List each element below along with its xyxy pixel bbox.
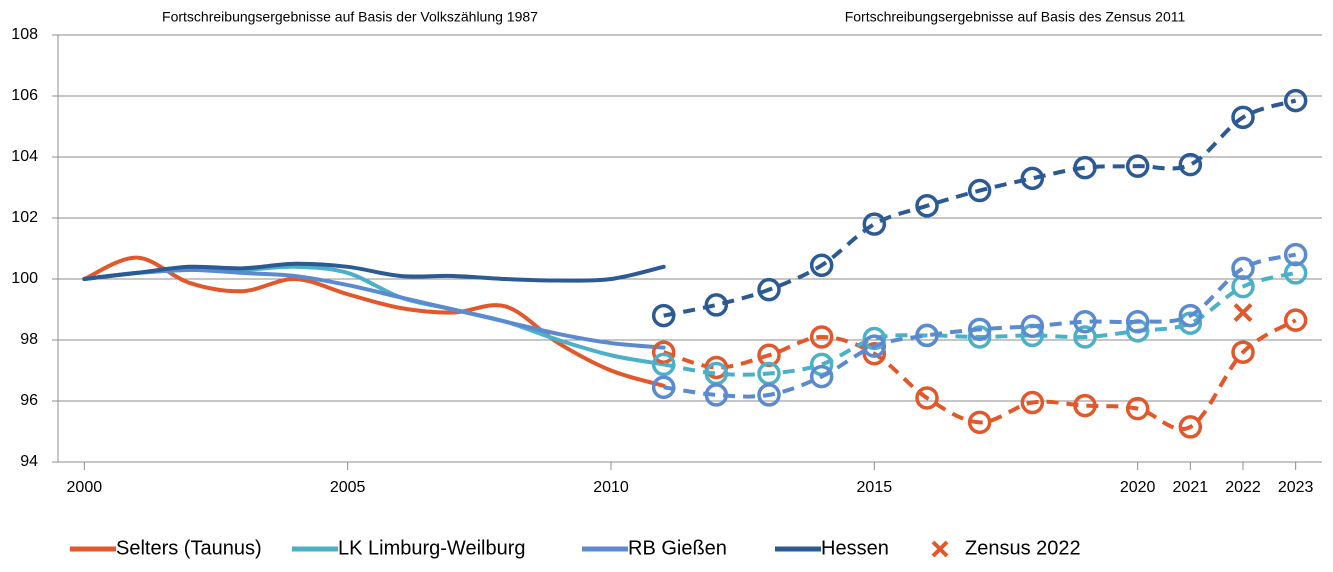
marker	[1283, 242, 1308, 267]
x-tick-label: 2000	[67, 479, 103, 496]
marker	[967, 317, 992, 342]
y-tick-label: 94	[20, 453, 38, 470]
marker	[967, 410, 992, 435]
census-point	[1233, 303, 1253, 322]
x-tick-label: 2010	[593, 479, 629, 496]
y-tick-label: 106	[11, 87, 38, 104]
marker	[651, 303, 676, 328]
x-tick-label: 2022	[1225, 479, 1261, 496]
marker	[1073, 155, 1097, 180]
marker	[1020, 390, 1045, 415]
y-tick-label: 96	[20, 392, 38, 409]
marker	[1178, 311, 1203, 335]
x-tick-label: 2005	[330, 479, 366, 496]
marker	[1073, 325, 1097, 349]
x-tick-label: 2020	[1120, 479, 1156, 496]
census-line	[663, 270, 1297, 377]
marker	[1020, 314, 1045, 339]
marker	[862, 334, 887, 358]
marker	[757, 277, 781, 302]
marker	[809, 364, 834, 389]
census-line	[663, 98, 1297, 318]
marker	[809, 253, 834, 278]
annotation: Fortschreibungsergebnisse auf Basis des …	[845, 9, 1186, 25]
marker	[915, 323, 939, 348]
legend-label: Selters (Taunus)	[116, 537, 262, 559]
marker	[1283, 308, 1308, 332]
legend-label: Hessen	[821, 537, 889, 559]
marker	[1125, 309, 1150, 334]
marker	[1231, 256, 1255, 281]
marker	[1125, 154, 1150, 178]
legend-label: Zensus 2022	[965, 537, 1081, 559]
marker	[1020, 166, 1045, 191]
marker	[967, 178, 992, 203]
x-tick-label: 2015	[857, 479, 893, 496]
marker	[1283, 88, 1308, 113]
marker	[1231, 340, 1255, 364]
y-tick-label: 98	[20, 331, 38, 348]
series-line	[82, 267, 666, 350]
marker	[651, 375, 676, 400]
marker	[704, 293, 729, 317]
marker	[651, 352, 676, 377]
y-tick-label: 104	[11, 148, 38, 165]
marker	[915, 194, 939, 218]
marker	[1178, 415, 1203, 439]
marker	[967, 325, 992, 349]
marker	[1178, 152, 1203, 177]
marker	[1178, 303, 1203, 328]
legend-swatch	[931, 540, 949, 558]
census-line	[663, 252, 1297, 399]
series-line	[82, 261, 666, 283]
legend-label: RB Gießen	[628, 537, 727, 559]
y-tick-label: 102	[11, 209, 38, 226]
marker	[1073, 309, 1097, 334]
marker	[651, 340, 676, 364]
marker	[915, 386, 939, 410]
legend-label: LK Limburg-Weilburg	[338, 537, 526, 559]
marker	[704, 383, 729, 407]
marker	[1125, 396, 1150, 421]
marker	[862, 326, 887, 351]
marker	[757, 383, 781, 407]
marker	[862, 341, 887, 366]
annotation: Fortschreibungsergebnisse auf Basis der …	[162, 9, 538, 25]
x-tick-label: 2021	[1173, 479, 1209, 496]
marker	[1073, 393, 1097, 418]
marker	[862, 212, 887, 236]
y-tick-label: 100	[11, 270, 38, 287]
x-tick-label: 2023	[1278, 479, 1314, 496]
series-line	[82, 255, 666, 388]
y-tick-label: 108	[11, 26, 38, 43]
marker	[809, 325, 834, 349]
census-line	[663, 318, 1297, 431]
marker	[1231, 105, 1255, 130]
